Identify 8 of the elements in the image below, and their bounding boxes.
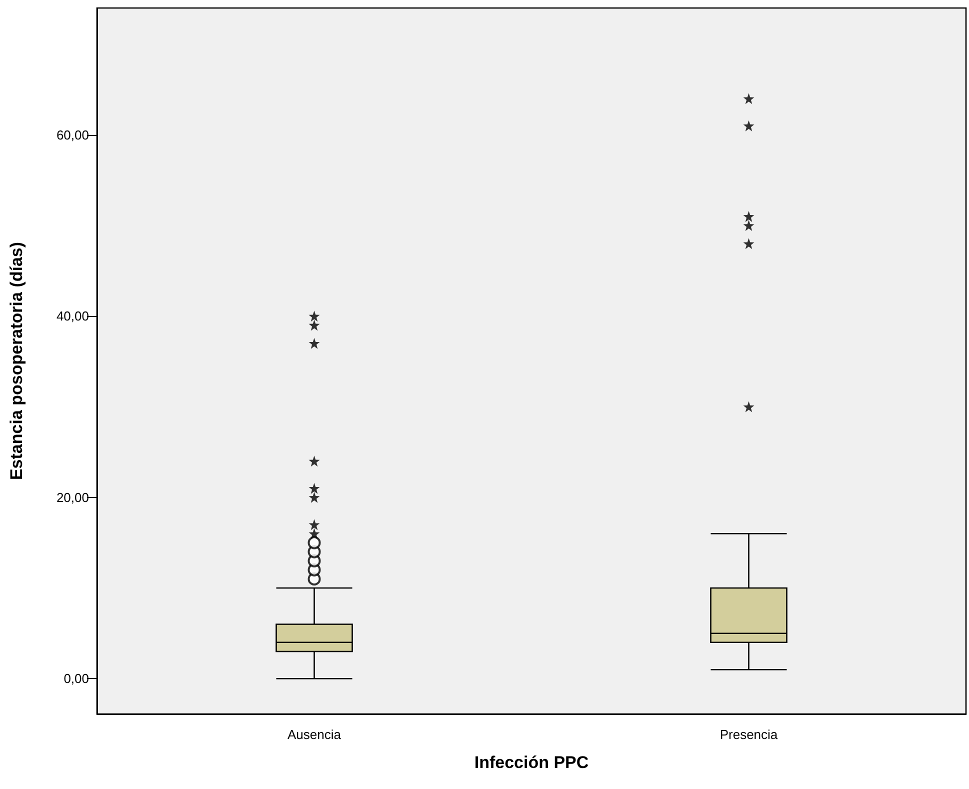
x-tick-label: Presencia	[720, 727, 778, 742]
x-axis-title: Infección PPC	[474, 753, 589, 772]
y-tick-label: 20,00	[56, 490, 89, 505]
y-axis-title: Estancia posoperatoria (días)	[7, 242, 26, 480]
y-tick-label: 0,00	[64, 671, 89, 686]
y-tick-label: 60,00	[56, 127, 89, 142]
x-tick-label: Ausencia	[288, 727, 342, 742]
y-tick-label: 40,00	[56, 308, 89, 324]
